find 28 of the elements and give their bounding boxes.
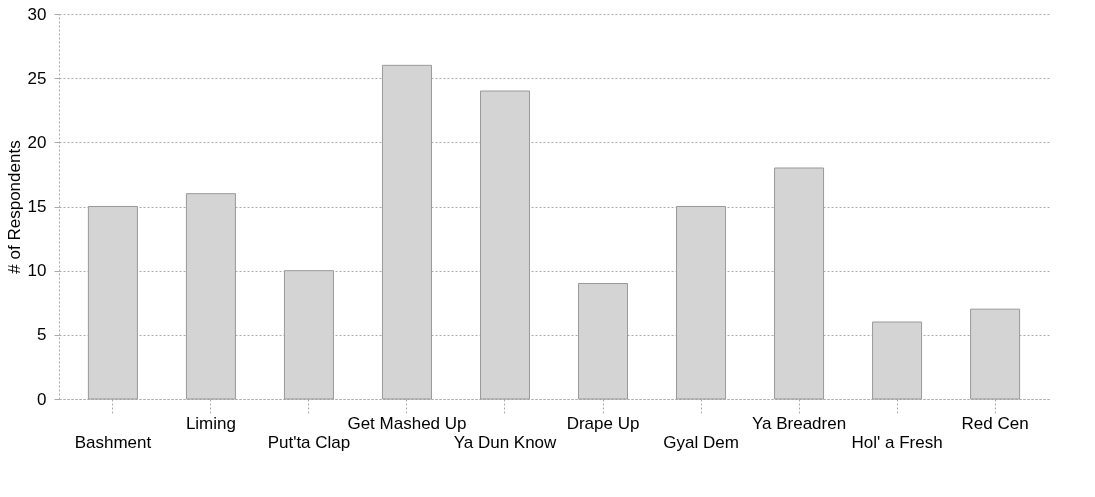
y-tick-label: 5	[37, 325, 47, 345]
bar	[479, 90, 530, 400]
y-tick-label: 30	[27, 4, 47, 24]
bar	[185, 193, 236, 400]
x-tick-label: Ya Breadren	[751, 413, 847, 433]
x-tick-label: Bashment	[74, 432, 152, 452]
bar	[381, 64, 432, 400]
bar	[283, 270, 334, 400]
bar	[578, 283, 629, 400]
x-tick-label: Gyal Dem	[663, 432, 739, 452]
x-tick-label: Red Cen	[961, 413, 1029, 433]
y-tick-label: 20	[27, 132, 47, 152]
x-tick-label: Ya Dun Know	[453, 432, 558, 452]
x-tick-label: Liming	[185, 413, 236, 433]
bar	[676, 206, 727, 400]
y-tick-label: 10	[27, 261, 47, 281]
y-tick-label: 0	[37, 389, 47, 409]
bar	[774, 167, 825, 400]
bar	[872, 321, 923, 400]
x-tick-label: Hol' a Fresh	[851, 432, 943, 452]
x-tick-label: Put'ta Clap	[267, 432, 351, 452]
bar	[87, 206, 138, 400]
x-tick-label: Get Mashed Up	[347, 413, 467, 433]
bar	[970, 308, 1021, 400]
x-tick-label: Drape Up	[566, 413, 640, 433]
y-tick-label: 25	[27, 68, 47, 88]
y-tick-label: 15	[27, 197, 47, 216]
y-axis-title: # of Respondents	[4, 140, 24, 274]
